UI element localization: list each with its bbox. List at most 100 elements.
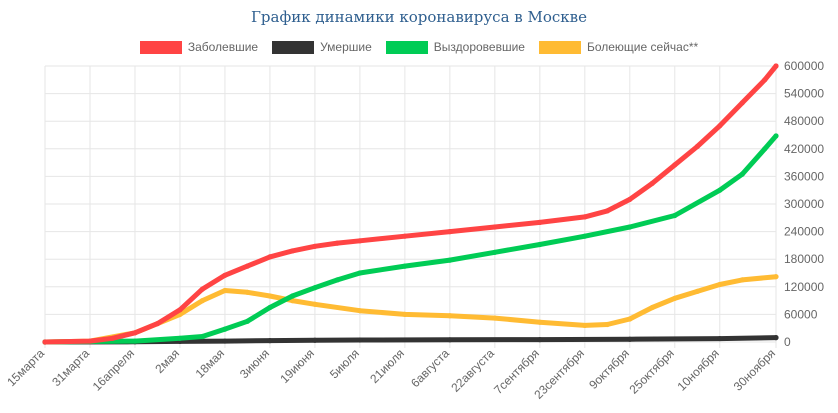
x-tick-label: 15марта	[4, 346, 47, 389]
data-point	[267, 254, 273, 260]
data-point	[762, 77, 768, 83]
data-point	[739, 171, 745, 177]
data-point	[132, 338, 138, 344]
data-point	[222, 326, 228, 332]
data-point	[717, 281, 723, 288]
data-point	[312, 243, 318, 249]
x-tick-label: 25октября	[626, 346, 676, 396]
data-point	[357, 308, 363, 314]
data-point	[694, 288, 700, 294]
legend-item-cases[interactable]: Заболевшие	[139, 40, 258, 54]
data-point	[289, 248, 296, 254]
series-line-1	[42, 335, 779, 345]
data-point	[244, 263, 251, 269]
data-point	[267, 304, 273, 311]
y-tick-label: 540000	[784, 87, 824, 101]
data-point	[244, 289, 251, 295]
legend-swatch-active	[538, 40, 581, 54]
data-point	[357, 270, 363, 276]
data-point	[312, 285, 318, 291]
x-tick-label: 16апреля	[90, 346, 137, 393]
data-point	[492, 224, 498, 230]
data-point	[773, 63, 779, 69]
data-point	[537, 337, 543, 343]
legend-swatch-cases	[139, 40, 182, 54]
data-point	[447, 313, 453, 319]
legend-item-deaths[interactable]: Умершие	[272, 40, 372, 54]
data-point	[267, 338, 273, 344]
data-point	[582, 233, 588, 239]
data-point	[627, 224, 633, 230]
data-point	[109, 335, 116, 341]
x-tick-label: 30ноября	[731, 346, 778, 393]
y-tick-label: 240000	[784, 225, 824, 239]
data-point	[244, 318, 251, 324]
data-point	[627, 316, 633, 322]
x-tick-label: 5июля	[327, 346, 362, 381]
series-line-3	[42, 274, 779, 345]
data-point	[42, 339, 48, 345]
data-point	[649, 304, 655, 311]
legend-item-active[interactable]: Болеющие сейчас**	[538, 40, 698, 54]
data-point	[582, 214, 588, 220]
data-point	[447, 229, 453, 235]
y-tick-label: 420000	[784, 142, 824, 156]
x-tick-label: 21июля	[367, 346, 407, 386]
data-point	[199, 286, 206, 292]
data-point	[537, 219, 543, 225]
data-point	[717, 123, 723, 129]
data-point	[672, 162, 678, 168]
x-tick-label: 2мая	[152, 346, 182, 376]
legend-label-deaths: Умершие	[320, 40, 372, 54]
data-point	[199, 298, 206, 304]
y-tick-label: 120000	[784, 280, 824, 294]
data-point	[717, 335, 723, 342]
y-tick-label: 600000	[784, 59, 824, 73]
data-point	[334, 240, 340, 246]
data-point	[492, 249, 498, 255]
data-point	[222, 287, 228, 294]
data-point	[447, 257, 453, 263]
data-point	[177, 307, 183, 313]
data-point	[604, 321, 610, 328]
y-tick-label: 180000	[784, 252, 824, 266]
data-point	[739, 100, 745, 106]
y-tick-label: 480000	[784, 114, 824, 128]
y-tick-label: 360000	[784, 169, 824, 183]
x-tick-label: 10ноября	[674, 346, 721, 393]
data-point	[773, 133, 779, 139]
data-point	[154, 321, 161, 327]
data-point	[627, 196, 633, 202]
data-point	[627, 336, 633, 342]
y-tick-label: 0	[784, 335, 791, 349]
data-point	[582, 322, 588, 329]
data-point	[312, 301, 318, 307]
data-point	[289, 293, 296, 299]
x-tick-label: 19июня	[277, 346, 317, 386]
data-point	[357, 337, 363, 343]
data-point	[762, 146, 768, 152]
data-point	[694, 143, 700, 150]
data-point	[334, 277, 340, 283]
legend-item-recovered[interactable]: Выздоровевшие	[385, 40, 525, 54]
data-point	[132, 330, 138, 336]
data-point	[447, 337, 453, 343]
chart-title: График динамики коронавируса в Москве	[251, 8, 587, 26]
data-point	[604, 208, 610, 214]
data-point	[357, 238, 363, 244]
legend: Заболевшие Умершие Выздоровевшие Болеющи…	[0, 40, 838, 54]
x-tick-label: 6августа	[408, 346, 452, 390]
data-point	[739, 277, 745, 283]
data-point	[267, 293, 273, 299]
x-tick-label: 9октября	[586, 346, 632, 392]
data-point	[222, 338, 228, 344]
data-point	[672, 212, 678, 219]
data-point	[649, 180, 655, 186]
data-point	[773, 335, 779, 341]
data-point	[492, 315, 498, 321]
data-point	[177, 335, 183, 341]
series-line-2	[42, 133, 779, 345]
data-point	[402, 311, 408, 317]
series-line-0	[42, 63, 779, 345]
